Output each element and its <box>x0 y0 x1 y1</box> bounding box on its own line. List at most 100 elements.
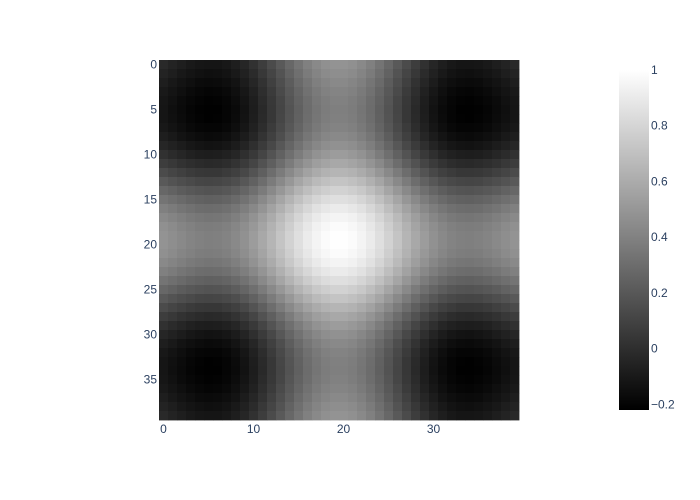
heatmap-cell <box>510 357 520 367</box>
heatmap-cell <box>339 303 349 313</box>
heatmap-cell <box>240 258 250 268</box>
heatmap-cell <box>483 177 493 187</box>
heatmap-cell <box>249 150 259 160</box>
heatmap-cell <box>465 105 475 115</box>
heatmap-cell <box>492 366 502 376</box>
heatmap-cell <box>366 339 376 349</box>
heatmap-cell <box>357 267 367 277</box>
heatmap-cell <box>186 168 196 178</box>
heatmap-cell <box>348 285 358 295</box>
heatmap-cell <box>231 159 241 169</box>
heatmap-cell <box>447 330 457 340</box>
heatmap-cell <box>330 384 340 394</box>
heatmap-cell <box>429 195 439 205</box>
heatmap-cell <box>384 132 394 142</box>
heatmap-cell <box>393 393 403 403</box>
heatmap-cell <box>483 114 493 124</box>
heatmap-cell <box>411 132 421 142</box>
heatmap-cell <box>510 60 520 70</box>
heatmap-cell <box>411 213 421 223</box>
heatmap-cell <box>348 204 358 214</box>
heatmap-cell <box>285 132 295 142</box>
heatmap-cell <box>348 213 358 223</box>
heatmap-cell <box>222 150 232 160</box>
heatmap-cell <box>429 348 439 358</box>
heatmap-cell <box>267 231 277 241</box>
heatmap-cell <box>168 267 178 277</box>
heatmap-cell <box>267 186 277 196</box>
heatmap-cell <box>276 348 286 358</box>
heatmap-cell <box>492 258 502 268</box>
heatmap-cell <box>384 123 394 133</box>
heatmap-cell <box>510 240 520 250</box>
heatmap-cell <box>456 276 466 286</box>
heatmap-cell <box>384 375 394 385</box>
heatmap-cell <box>258 60 268 70</box>
heatmap-cell <box>411 312 421 322</box>
heatmap-cell <box>285 231 295 241</box>
heatmap-cell <box>357 105 367 115</box>
heatmap-cell <box>267 285 277 295</box>
heatmap-cell <box>420 168 430 178</box>
heatmap-cell <box>213 267 223 277</box>
heatmap-cell <box>402 258 412 268</box>
heatmap-cell <box>213 231 223 241</box>
heatmap-cell <box>168 357 178 367</box>
heatmap-cell <box>294 69 304 79</box>
heatmap-cell <box>267 348 277 358</box>
heatmap-cell <box>501 150 511 160</box>
heatmap-cell <box>447 213 457 223</box>
heatmap-cell <box>294 132 304 142</box>
heatmap-cell <box>204 411 214 421</box>
colorbar-tick-label: −0.2 <box>651 397 675 411</box>
heatmap-cell <box>375 177 385 187</box>
heatmap-cell <box>267 384 277 394</box>
heatmap-cell <box>465 321 475 331</box>
heatmap-cell <box>222 213 232 223</box>
heatmap-cell <box>375 402 385 412</box>
heatmap-cell <box>438 159 448 169</box>
heatmap-cell <box>159 285 169 295</box>
heatmap-cell <box>348 132 358 142</box>
heatmap-cell <box>510 195 520 205</box>
heatmap-cell <box>492 240 502 250</box>
heatmap-cell <box>339 204 349 214</box>
heatmap-cell <box>483 348 493 358</box>
heatmap-cell <box>501 366 511 376</box>
heatmap-cell <box>348 366 358 376</box>
heatmap-cell <box>456 114 466 124</box>
heatmap-cell <box>510 186 520 196</box>
heatmap-cell <box>204 60 214 70</box>
heatmap-cell <box>501 177 511 187</box>
heatmap-cell <box>492 123 502 133</box>
heatmap-cell <box>465 87 475 97</box>
heatmap-cell <box>267 411 277 421</box>
heatmap-cell <box>177 267 187 277</box>
heatmap-cell <box>357 384 367 394</box>
heatmap-cell <box>312 105 322 115</box>
heatmap-cell <box>384 267 394 277</box>
heatmap-cell <box>303 141 313 151</box>
heatmap-cell <box>474 267 484 277</box>
heatmap-cell <box>213 78 223 88</box>
heatmap-cell <box>492 249 502 259</box>
heatmap-cell <box>483 393 493 403</box>
heatmap-cell <box>429 114 439 124</box>
heatmap-cell <box>510 96 520 106</box>
heatmap-cell <box>357 195 367 205</box>
heatmap-cell <box>276 195 286 205</box>
heatmap-cell <box>294 258 304 268</box>
heatmap-cell <box>231 177 241 187</box>
heatmap-cell <box>411 357 421 367</box>
heatmap-cell <box>330 348 340 358</box>
heatmap-cell <box>411 123 421 133</box>
heatmap-cell <box>474 159 484 169</box>
heatmap-cell <box>483 87 493 97</box>
heatmap-cell <box>213 195 223 205</box>
heatmap-cell <box>420 294 430 304</box>
heatmap-cell <box>375 222 385 232</box>
heatmap-cell <box>303 87 313 97</box>
heatmap-cell <box>177 78 187 88</box>
heatmap-cell <box>492 357 502 367</box>
heatmap-cell <box>303 96 313 106</box>
